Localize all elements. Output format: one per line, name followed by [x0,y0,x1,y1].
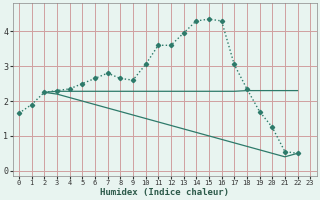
X-axis label: Humidex (Indice chaleur): Humidex (Indice chaleur) [100,188,229,197]
